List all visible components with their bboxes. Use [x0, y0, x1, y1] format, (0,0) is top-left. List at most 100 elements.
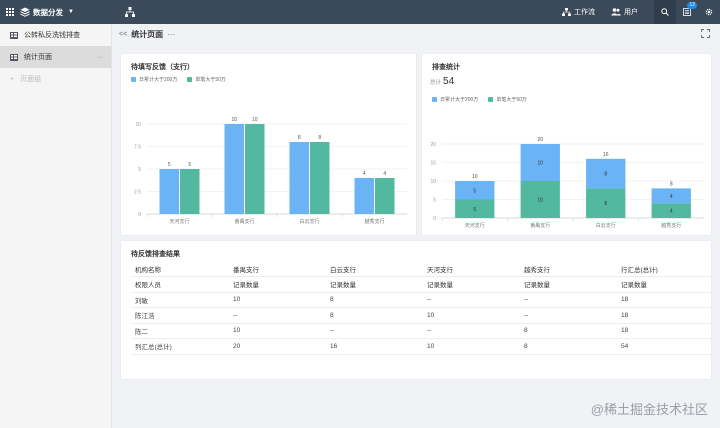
- table-subheader-row: 权限人员 记录数量 记录数量 记录数量 记录数量 记录数量: [131, 276, 712, 293]
- y-tick-label: 10: [430, 179, 436, 185]
- bar: [310, 142, 330, 214]
- legend-item-single[interactable]: 单笔大于50万: [187, 76, 226, 83]
- segment-label: 5: [473, 188, 476, 194]
- more-options-icon[interactable]: ···: [96, 53, 103, 61]
- bar-segment: [586, 158, 626, 189]
- y-tick-label: 20: [430, 142, 436, 148]
- sidebar-item-stats-page[interactable]: 统计页面 ···: [0, 46, 111, 68]
- total-label: 16: [603, 152, 609, 158]
- bar: [224, 124, 244, 214]
- chevron-down-icon: ▼: [68, 9, 74, 15]
- search-icon: [661, 8, 669, 16]
- table-cell: --: [423, 292, 520, 308]
- legend-label: 日累计大于200万: [139, 77, 178, 83]
- data-label: 4: [383, 171, 386, 177]
- nav-users-label: 用户: [624, 9, 638, 16]
- total-label: 总计: [430, 80, 442, 86]
- app-name: 数据分发: [33, 7, 63, 17]
- table-cell: 机构名称: [131, 261, 229, 277]
- table-cell: 刘敏: [131, 292, 229, 308]
- legend-item-daily[interactable]: 日累计大于200万: [432, 96, 478, 103]
- collapse-sidebar-icon[interactable]: <<: [119, 30, 128, 38]
- table-cell: 番禺支行: [229, 261, 326, 277]
- apps-grid-icon[interactable]: [0, 0, 20, 24]
- fullscreen-icon[interactable]: [701, 29, 710, 38]
- legend-label: 日累计大于200万: [440, 97, 479, 103]
- table-cell: 8: [520, 338, 617, 355]
- page-title: 统计页面: [131, 29, 164, 39]
- notification-badge: 12: [687, 2, 697, 9]
- sidebar-item-label: 统计页面: [24, 54, 52, 61]
- segment-label: 4: [670, 194, 673, 200]
- settings-button[interactable]: [698, 0, 720, 24]
- chart-title: 排查统计: [432, 64, 460, 71]
- workflow-icon: [562, 8, 571, 16]
- table-cell: 记录数量: [520, 276, 617, 293]
- table-cell: 16: [326, 338, 423, 355]
- segment-label: 4: [670, 209, 673, 215]
- chart-card-pending-feedback: 待填写反馈（支行） 日累计大于200万 单笔大于50万 0 2.5 5 7.5 10 天河…: [121, 54, 416, 235]
- x-tick-label: 番禺支行: [530, 222, 550, 229]
- legend-swatch-green: [488, 97, 494, 103]
- x-tick-label: 白云支行: [596, 222, 616, 229]
- bar-segment: [520, 144, 560, 181]
- bar-segment: [455, 199, 495, 218]
- table-cell: --: [229, 307, 326, 324]
- sidebar-item-aml-check[interactable]: 公转私反洗钱排查: [0, 24, 111, 46]
- bar-segment: [586, 188, 626, 218]
- add-page-group-button[interactable]: + 页面组: [0, 68, 111, 90]
- bar: [245, 124, 265, 214]
- chart-card-check-stats: 排查统计 总计 54 日累计大于200万 单笔大于50万 0 5 10 15 20 天河支行…: [422, 54, 711, 235]
- hierarchy-icon[interactable]: [124, 6, 136, 18]
- table-cell: 越秀支行: [520, 261, 617, 277]
- app-switcher[interactable]: 数据分发 ▼: [20, 7, 74, 18]
- table-cell: 18: [617, 307, 712, 324]
- segment-label: 5: [473, 207, 476, 213]
- chart-legend: 日累计大于200万 单笔大于50万: [432, 96, 527, 103]
- data-label: 8: [318, 135, 321, 141]
- table-cell: 10: [229, 323, 326, 339]
- chart-title: 待填写反馈（支行）: [131, 64, 194, 71]
- table-cell: 20: [229, 338, 326, 355]
- table-cell: 白云支行: [326, 261, 423, 277]
- table-cell: 记录数量: [229, 276, 326, 293]
- data-label: 5: [168, 162, 171, 168]
- grid-doc-icon: [10, 31, 18, 39]
- table-cell: --: [326, 323, 423, 339]
- table-cell: 8: [326, 307, 423, 324]
- legend-label: 单笔大于50万: [195, 77, 226, 83]
- x-tick-label: 越秀支行: [364, 218, 384, 225]
- nav-users[interactable]: 用户: [611, 7, 638, 17]
- legend-item-single[interactable]: 单笔大于50万: [488, 96, 527, 103]
- segment-label: 10: [537, 161, 543, 167]
- table-cell: --: [520, 292, 617, 308]
- table-row: 刘敏 10 8 -- -- 18: [131, 292, 712, 308]
- data-label: 10: [252, 117, 258, 123]
- table-row: 列汇总(总计) 20 16 10 8 54: [131, 338, 712, 355]
- page-more-icon[interactable]: ···: [167, 29, 176, 39]
- gear-icon: [705, 8, 713, 16]
- y-tick-label: 10: [135, 122, 141, 128]
- total-label: 20: [537, 137, 543, 143]
- x-tick-label: 天河支行: [169, 218, 189, 225]
- x-tick-label: 天河支行: [465, 222, 485, 229]
- bar-segment: [651, 188, 691, 204]
- total-summary: 总计 54: [430, 76, 454, 87]
- add-page-group-label: 页面组: [20, 76, 42, 83]
- y-tick-label: 0: [138, 212, 141, 218]
- notifications-button[interactable]: 12: [676, 0, 698, 24]
- cube-logo-icon: [20, 7, 30, 17]
- table-cell: 10: [423, 307, 520, 324]
- y-tick-label: 2.5: [134, 189, 141, 195]
- y-tick-label: 7.5: [134, 144, 141, 150]
- legend-swatch-blue: [131, 77, 136, 83]
- nav-workflow[interactable]: 工作流: [562, 7, 595, 17]
- data-label: 10: [231, 117, 237, 123]
- y-tick-label: 5: [138, 167, 141, 173]
- data-label: 4: [363, 171, 366, 177]
- legend-item-daily[interactable]: 日累计大于200万: [131, 76, 177, 83]
- search-button[interactable]: [654, 0, 676, 24]
- bar: [375, 178, 395, 214]
- sidebar-item-label: 公转私反洗钱排查: [24, 32, 80, 39]
- table-card-pending-results: 待反馈排查结果 机构名称 番禺支行 白云支行 天河支行 越秀支行 行汇总(总计) 权限人员记…: [121, 241, 712, 379]
